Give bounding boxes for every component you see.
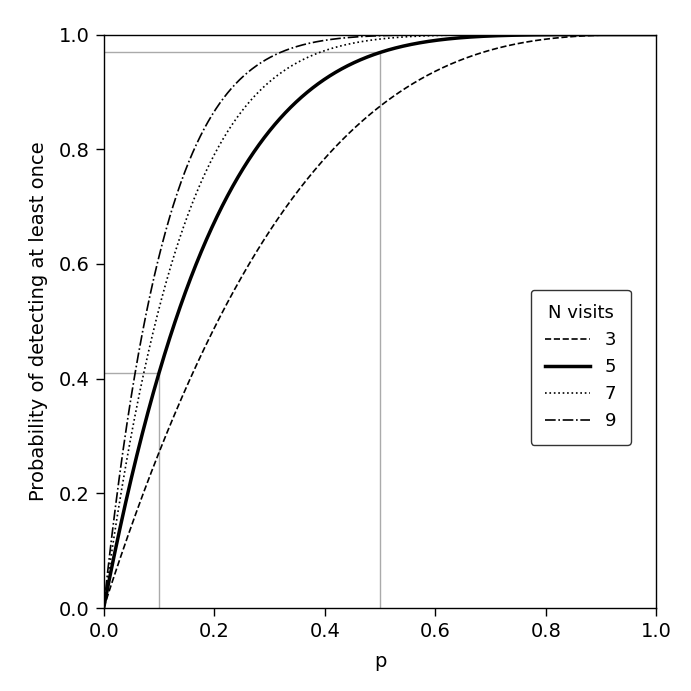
Y-axis label: Probability of detecting at least once: Probability of detecting at least once (29, 142, 48, 501)
Legend: 3, 5, 7, 9: 3, 5, 7, 9 (531, 290, 631, 445)
X-axis label: p: p (374, 652, 386, 671)
